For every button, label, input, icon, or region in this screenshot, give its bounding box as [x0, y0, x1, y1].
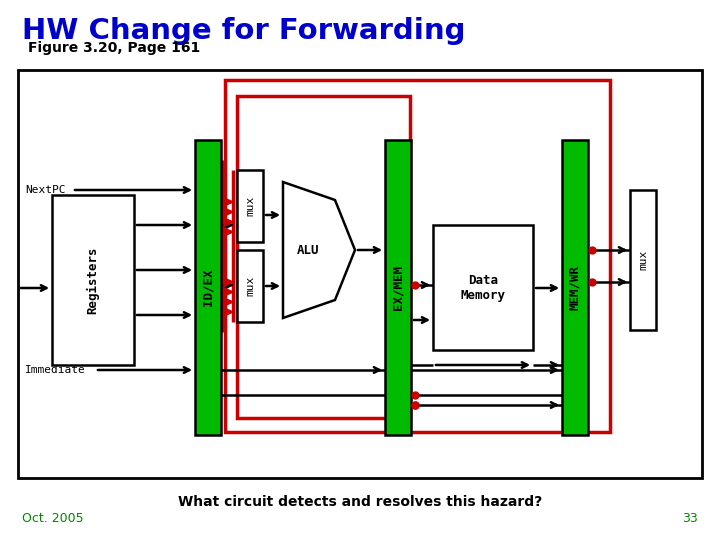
Text: Figure 3.20, Page 161: Figure 3.20, Page 161 [28, 41, 200, 55]
Text: 33: 33 [683, 511, 698, 524]
Text: ID/EX: ID/EX [202, 269, 215, 306]
Polygon shape [283, 182, 355, 318]
Bar [18, 70, 702, 478]
Bar [562, 140, 588, 435]
Text: Data
Memory: Data Memory [461, 273, 505, 301]
Text: NextPC: NextPC [25, 185, 66, 195]
Text: mux: mux [245, 276, 255, 296]
Bar [237, 250, 263, 322]
Text: mux: mux [638, 250, 648, 270]
Text: EX/MEM: EX/MEM [392, 265, 405, 310]
Bar [237, 96, 410, 418]
Text: Oct. 2005: Oct. 2005 [22, 511, 84, 524]
Text: MEM/WR: MEM/WR [569, 265, 582, 310]
Text: HW Change for Forwarding: HW Change for Forwarding [22, 17, 466, 45]
Bar [630, 190, 656, 330]
Bar [52, 195, 134, 365]
Bar [195, 140, 221, 435]
Text: Registers: Registers [86, 246, 99, 314]
Bar [237, 170, 263, 242]
Text: What circuit detects and resolves this hazard?: What circuit detects and resolves this h… [178, 495, 542, 509]
Bar [433, 225, 533, 350]
Text: ALU: ALU [297, 244, 319, 256]
Bar [385, 140, 411, 435]
Text: mux: mux [245, 196, 255, 216]
Bar [225, 80, 610, 432]
Text: Immediate: Immediate [25, 365, 86, 375]
